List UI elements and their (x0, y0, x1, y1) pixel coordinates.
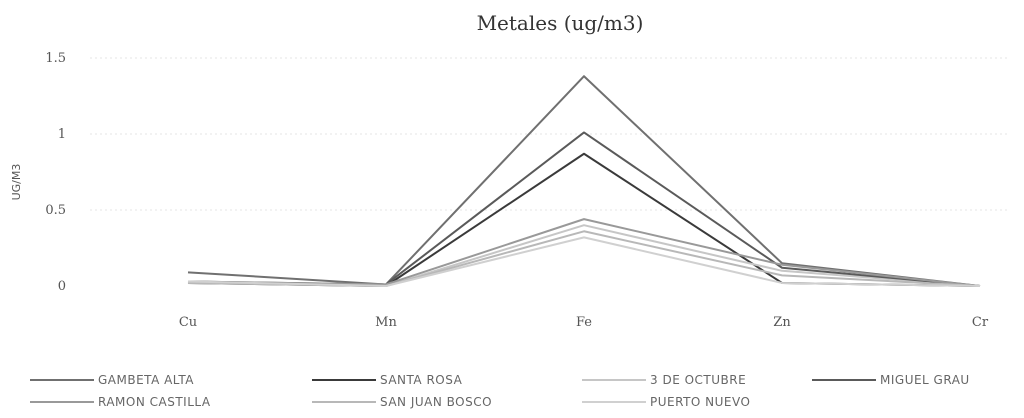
y-tick-label: 0 (58, 279, 66, 294)
series-line (187, 75, 981, 287)
series-line (187, 236, 981, 287)
y-axis-label: UG/M3 (10, 164, 23, 201)
x-tick-label: Mn (375, 315, 397, 330)
legend-label: 3 DE OCTUBRE (650, 373, 746, 387)
series-line (187, 224, 981, 287)
y-axis-ticks: 0 0.5 1 1.5 (45, 51, 66, 294)
legend-label: SANTA ROSA (380, 373, 463, 387)
series-line (187, 131, 981, 287)
series-line (187, 218, 981, 287)
legend-label: SAN JUAN BOSCO (380, 395, 492, 409)
legend-label: PUERTO NUEVO (650, 395, 750, 409)
legend-label: GAMBETA ALTA (98, 373, 194, 387)
y-tick-label: 1 (58, 127, 66, 142)
x-tick-label: Fe (576, 315, 592, 330)
chart-title: Metales (ug/m3) (477, 11, 644, 35)
x-axis-ticks: Cu Mn Fe Zn Cr (179, 315, 989, 330)
x-tick-label: Zn (773, 315, 791, 330)
y-tick-label: 1.5 (45, 51, 66, 66)
gridlines (90, 57, 1010, 211)
legend-label: MIGUEL GRAU (880, 373, 970, 387)
series-lines (187, 75, 981, 287)
x-tick-label: Cu (179, 315, 197, 330)
x-tick-label: Cr (972, 315, 989, 330)
legend-label: RAMON CASTILLA (98, 395, 211, 409)
y-tick-label: 0.5 (45, 203, 66, 218)
legend: GAMBETA ALTA SANTA ROSA 3 DE OCTUBRE MIGUEL… (30, 373, 970, 409)
